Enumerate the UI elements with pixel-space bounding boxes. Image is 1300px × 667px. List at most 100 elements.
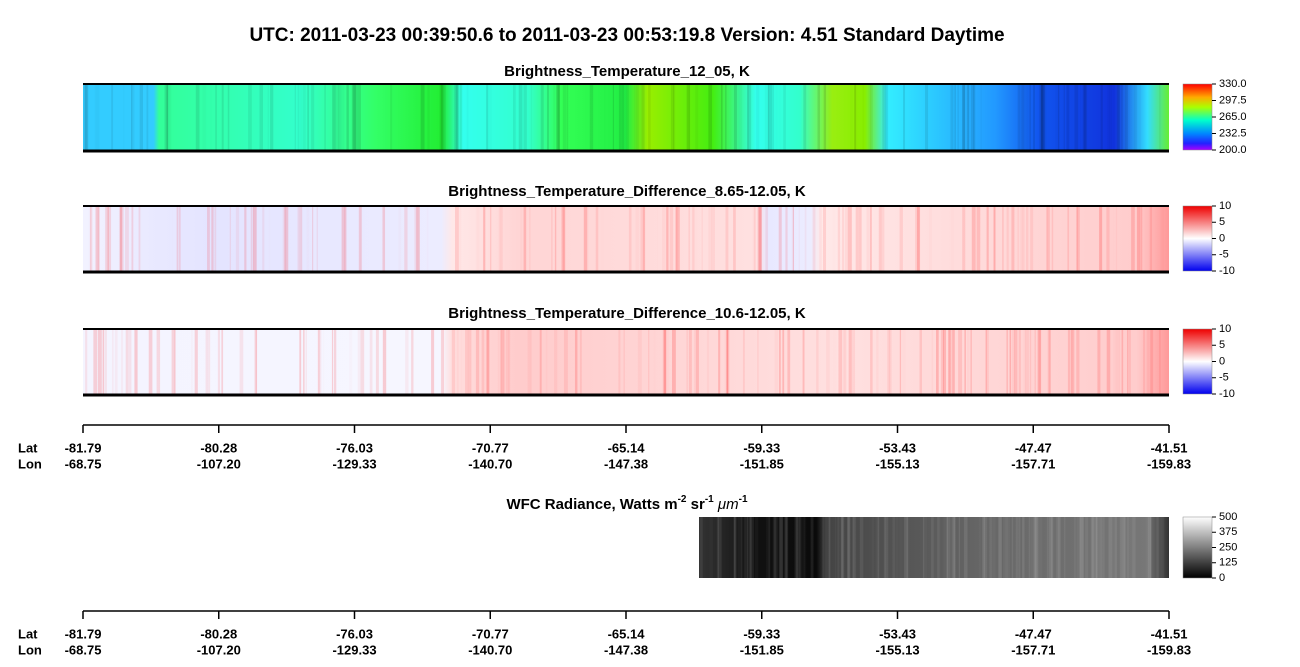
image-texture [1145,206,1147,272]
colorbar-label: 330.0 [1219,78,1247,90]
image-texture [1116,84,1120,151]
image-texture [692,206,695,272]
image-texture [431,329,435,395]
image-texture [595,206,599,272]
image-texture [754,206,756,272]
image-texture [1029,84,1032,151]
image-texture [908,517,910,578]
image-texture [1080,517,1081,578]
image-texture [476,206,479,272]
image-texture [958,329,963,395]
image-texture [733,84,738,151]
image-texture [547,84,549,151]
colorbar-label: 5 [1219,339,1225,351]
image-texture [747,84,749,151]
image-texture [297,84,299,151]
image-texture [505,329,509,395]
image-texture [755,517,758,578]
image-texture [341,84,345,151]
image-texture [1002,206,1004,272]
image-texture [648,84,651,151]
image-texture [664,329,667,395]
image-texture [1021,84,1025,151]
image-texture [1048,329,1051,395]
image-texture [1006,329,1008,395]
image-texture [837,517,840,578]
image-texture [1134,84,1137,151]
image-texture [1048,517,1053,578]
image-texture [662,206,665,272]
image-texture [1015,329,1017,395]
image-texture [803,84,807,151]
image-texture [103,329,105,395]
image-texture [1096,517,1098,578]
image-texture [459,206,461,272]
image-texture [303,329,305,395]
image-texture [852,329,856,395]
image-texture [918,517,921,578]
image-texture [1018,517,1021,578]
image-texture [358,329,360,395]
image-texture [829,517,831,578]
panel-title: WFC Radiance, Watts m-2 sr-1 μm-1 [506,494,748,513]
colorbar-label: 297.5 [1219,94,1247,106]
image-texture [662,329,666,395]
image-texture [899,517,901,578]
image-texture [648,329,650,395]
image-texture [500,206,503,272]
image-texture [850,206,853,272]
lat-tick-label: -53.43 [879,626,916,641]
image-texture [119,206,124,272]
image-texture [817,84,820,151]
image-texture [561,206,565,272]
image-texture [854,84,857,151]
image-texture [676,206,680,272]
image-texture [1114,329,1115,395]
image-texture [828,84,832,151]
image-texture [946,517,951,578]
image-texture [877,517,880,578]
image-texture [1079,517,1082,578]
image-texture [744,517,749,578]
image-texture [1071,517,1074,578]
image-texture [1067,84,1069,151]
image-texture [1146,329,1149,395]
image-texture [440,329,444,395]
colorbar-label: 10 [1219,200,1231,212]
image-texture [810,517,814,578]
image-texture [847,517,850,578]
image-texture [191,329,192,395]
image-texture [404,206,408,272]
image-texture [1130,517,1133,578]
image-texture [776,84,777,151]
image-texture [227,84,230,151]
image-texture [1090,517,1093,578]
lat-tick-label: -47.47 [1015,626,1052,641]
image-texture [993,206,995,272]
image-texture [481,329,485,395]
image-texture [826,329,830,395]
image-texture [872,517,874,578]
image-texture [475,329,480,395]
image-strip [83,329,1169,395]
image-texture [708,84,713,151]
image-texture [792,206,795,272]
image-texture [239,329,244,395]
image-texture [1118,329,1121,395]
image-texture [962,84,966,151]
image-texture [989,517,993,578]
image-texture [414,206,418,272]
image-texture [554,329,558,395]
image-texture [949,329,953,395]
colorbar-label: -5 [1219,372,1229,384]
image-texture [1006,206,1009,272]
image-texture [200,84,201,151]
image-texture [882,84,887,151]
lon-tick-label: -140.70 [468,456,512,471]
image-texture [554,206,557,272]
image-texture [642,84,645,151]
image-texture [1022,206,1025,272]
image-texture [427,84,429,151]
image-texture [666,329,669,395]
colorbar-label: 375 [1219,526,1237,538]
